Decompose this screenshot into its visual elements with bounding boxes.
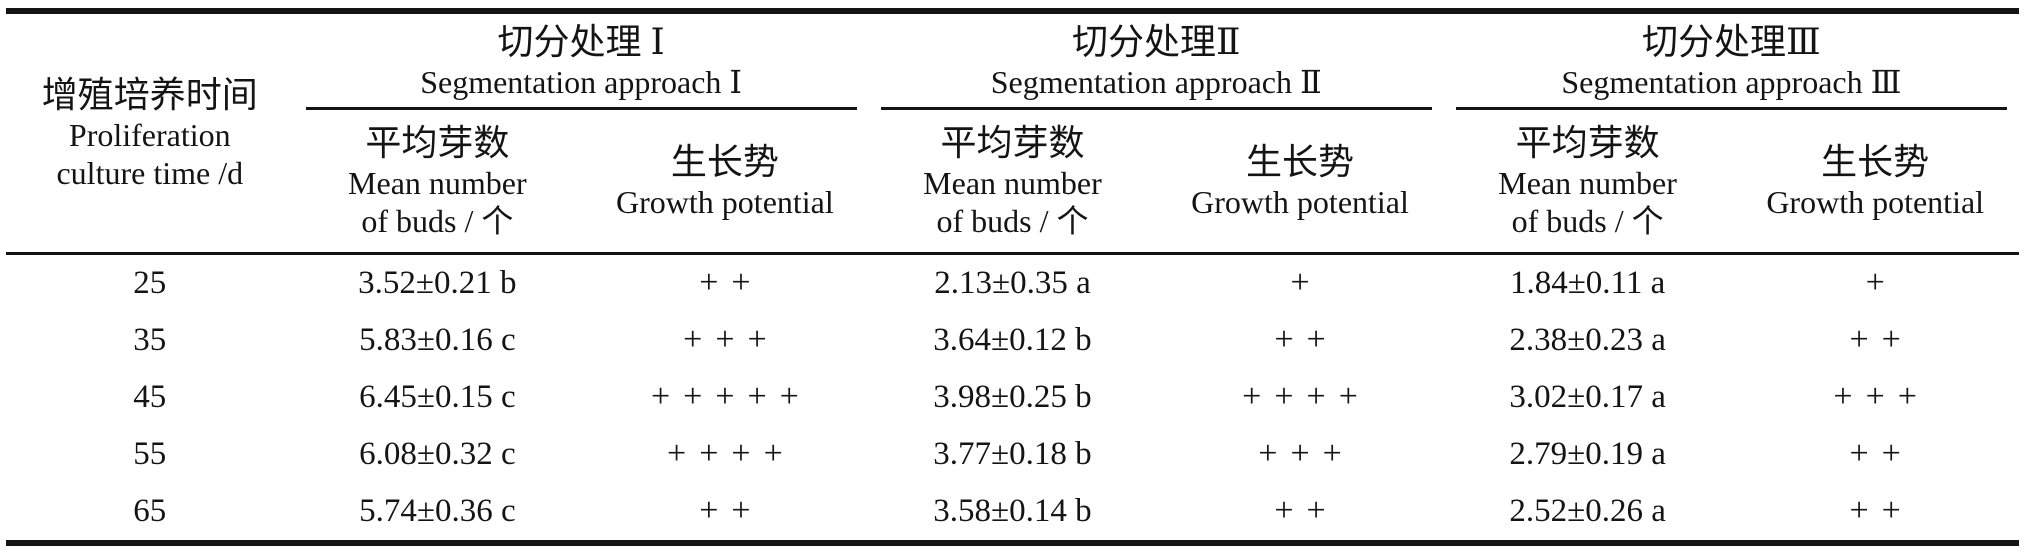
group-3-label-en: Segmentation approach Ⅲ [1561, 63, 1902, 100]
cell-growth-3: ++ [1849, 435, 1914, 472]
group-header-approach-2-inner: 切分处理Ⅱ Segmentation approach Ⅱ [880, 14, 1432, 110]
group-2-label-zh: 切分处理Ⅱ [1072, 21, 1241, 62]
cell-growth-1: +++ [683, 321, 780, 358]
table-row: 25 3.52±0.21 b ++ 2.13±0.35 a + 1.84±0.1… [6, 253, 2019, 312]
cell-buds-3: 2.52±0.26 a [1509, 492, 1666, 529]
table-body: 25 3.52±0.21 b ++ 2.13±0.35 a + 1.84±0.1… [6, 253, 2019, 543]
cell-growth-2: + [1290, 264, 1323, 301]
col-header-culture-time-zh: 增殖培养时间 [41, 74, 258, 115]
sub-header-buds-1-en2: of buds / 个 [361, 202, 514, 239]
table-row: 65 5.74±0.36 c ++ 3.58±0.14 b ++ 2.52±0.… [6, 483, 2019, 543]
cell-growth-1: ++ [699, 264, 764, 301]
sub-header-buds-1-en1: Mean number [348, 164, 527, 201]
table-row: 45 6.45±0.15 c +++++ 3.98±0.25 b ++++ 3.… [6, 369, 2019, 426]
cell-growth-1: ++++ [667, 435, 796, 472]
sub-header-growth-1-zh: 生长势 [670, 141, 779, 182]
cell-buds-2: 3.98±0.25 b [933, 378, 1092, 415]
cell-buds-1: 3.52±0.21 b [358, 264, 517, 301]
sub-header-growth-3-en: Growth potential [1766, 183, 1985, 220]
group-3-label-zh: 切分处理Ⅲ [1642, 21, 1821, 62]
cell-buds-2: 2.13±0.35 a [934, 264, 1091, 301]
cell-growth-3: + [1865, 264, 1898, 301]
cell-buds-1: 6.08±0.32 c [359, 435, 516, 472]
cell-time: 25 [133, 264, 167, 301]
sub-header-buds-2: 平均芽数 Mean number of buds / 个 [868, 110, 1157, 255]
cell-growth-3: ++ [1849, 492, 1914, 529]
cell-growth-2: ++ [1274, 492, 1339, 529]
cell-buds-3: 2.79±0.19 a [1509, 435, 1666, 472]
cell-time: 45 [133, 378, 167, 415]
table-row: 55 6.08±0.32 c ++++ 3.77±0.18 b +++ 2.79… [6, 426, 2019, 483]
group-header-row: 增殖培养时间 Proliferation culture time /d 切分处… [6, 11, 2019, 255]
table-row: 35 5.83±0.16 c +++ 3.64±0.12 b ++ 2.38±0… [6, 312, 2019, 369]
cell-buds-3: 3.02±0.17 a [1509, 378, 1666, 415]
cell-buds-2: 3.77±0.18 b [933, 435, 1092, 472]
cell-growth-1: ++ [699, 492, 764, 529]
sub-header-row: 平均芽数 Mean number of buds / 个 生长势 Growth … [6, 110, 2019, 255]
sub-header-buds-2-en1: Mean number [923, 164, 1102, 201]
table-header: 增殖培养时间 Proliferation culture time /d 切分处… [6, 11, 2019, 255]
group-1-label-zh: 切分处理 Ⅰ [497, 21, 665, 62]
sub-header-growth-2-zh: 生长势 [1246, 141, 1355, 182]
sub-header-buds-2-zh: 平均芽数 [940, 122, 1085, 163]
cell-growth-3: +++ [1833, 378, 1930, 415]
sub-header-growth-2: 生长势 Growth potential [1156, 110, 1444, 255]
cell-buds-2: 3.58±0.14 b [933, 492, 1092, 529]
sub-header-growth-1: 生长势 Growth potential [581, 110, 869, 255]
group-2-label-en: Segmentation approach Ⅱ [990, 63, 1322, 100]
cell-growth-2: ++ [1274, 321, 1339, 358]
cell-time: 55 [133, 435, 167, 472]
sub-header-buds-3-en2: of buds / 个 [1511, 202, 1664, 239]
cell-buds-2: 3.64±0.12 b [933, 321, 1092, 358]
cell-growth-2: +++ [1258, 435, 1355, 472]
group-header-approach-3: 切分处理Ⅲ Segmentation approach Ⅲ [1444, 11, 2019, 110]
sub-header-buds-1-zh: 平均芽数 [365, 122, 510, 163]
cell-growth-2: ++++ [1242, 378, 1371, 415]
cell-buds-1: 6.45±0.15 c [359, 378, 516, 415]
col-header-culture-time: 增殖培养时间 Proliferation culture time /d [6, 11, 294, 255]
group-header-approach-1-inner: 切分处理 Ⅰ Segmentation approach Ⅰ [305, 14, 857, 110]
col-header-culture-time-en1: Proliferation [68, 116, 231, 153]
cell-growth-1: +++++ [650, 378, 812, 415]
col-header-culture-time-en2: culture time /d [56, 154, 244, 191]
sub-header-buds-3-en1: Mean number [1498, 164, 1677, 201]
cell-buds-3: 2.38±0.23 a [1509, 321, 1666, 358]
sub-header-growth-3: 生长势 Growth potential [1731, 110, 2019, 255]
cell-buds-1: 5.83±0.16 c [359, 321, 516, 358]
group-header-approach-3-inner: 切分处理Ⅲ Segmentation approach Ⅲ [1455, 14, 2007, 110]
sub-header-buds-1: 平均芽数 Mean number of buds / 个 [293, 110, 582, 255]
sub-header-buds-3: 平均芽数 Mean number of buds / 个 [1443, 110, 1732, 255]
cell-time: 35 [133, 321, 167, 358]
group-header-approach-1: 切分处理 Ⅰ Segmentation approach Ⅰ [294, 11, 869, 110]
sub-header-growth-1-en: Growth potential [616, 183, 834, 220]
sub-header-growth-2-en: Growth potential [1191, 183, 1409, 220]
cell-time: 65 [133, 492, 167, 529]
cell-growth-3: ++ [1849, 321, 1914, 358]
cell-buds-1: 5.74±0.36 c [359, 492, 516, 529]
sub-header-buds-2-en2: of buds / 个 [936, 202, 1089, 239]
group-header-approach-2: 切分处理Ⅱ Segmentation approach Ⅱ [869, 11, 1444, 110]
group-1-label-en: Segmentation approach Ⅰ [420, 63, 743, 100]
sub-header-buds-3-zh: 平均芽数 [1515, 122, 1660, 163]
cell-buds-3: 1.84±0.11 a [1509, 264, 1666, 301]
sub-header-growth-3-zh: 生长势 [1821, 141, 1930, 182]
results-table: 增殖培养时间 Proliferation culture time /d 切分处… [6, 8, 2019, 546]
